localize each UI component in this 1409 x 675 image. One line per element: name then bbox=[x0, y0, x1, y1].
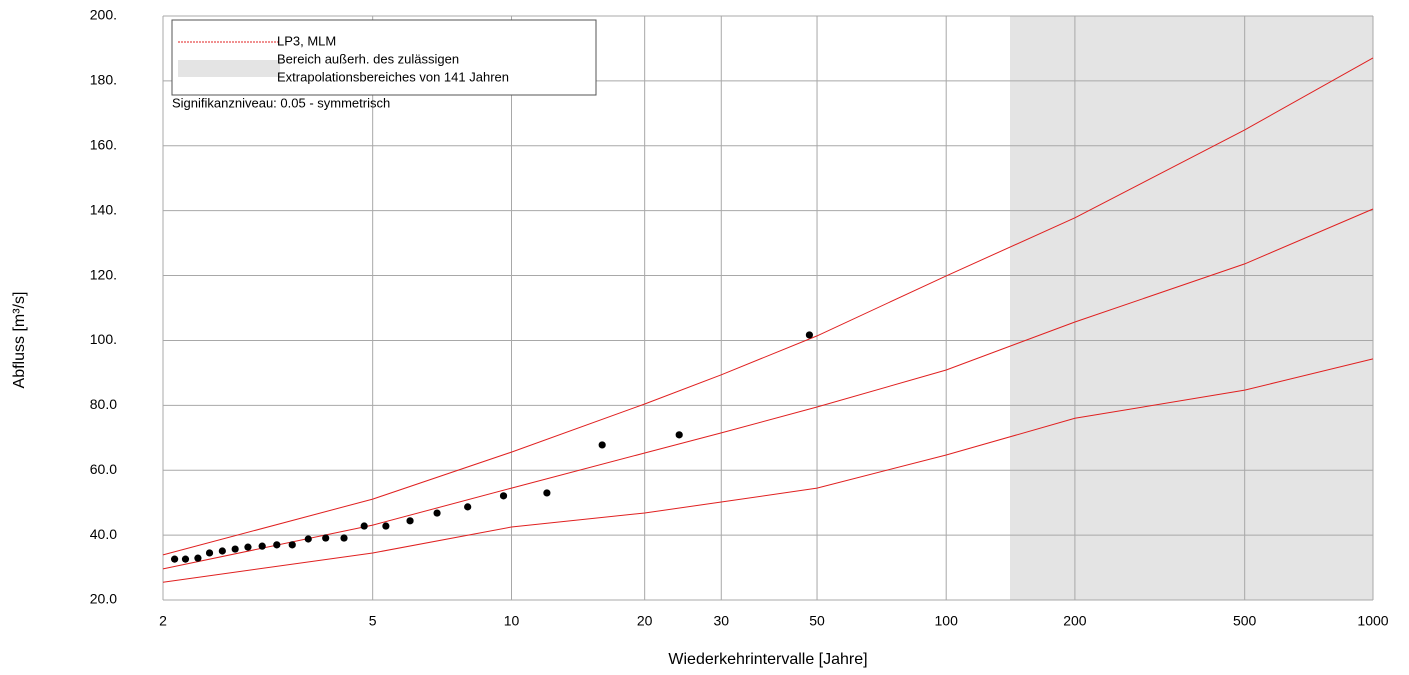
annotation: Signifikanzniveau: 0.05 - symmetrisch bbox=[172, 95, 390, 110]
y-tick-label: 200. bbox=[90, 7, 117, 23]
observation-point bbox=[675, 431, 683, 439]
observation-point bbox=[231, 545, 239, 553]
lower-confidence-line bbox=[162, 358, 1374, 583]
y-tick-label: 180. bbox=[90, 72, 117, 88]
x-tick-label: 30 bbox=[713, 613, 729, 629]
observation-point bbox=[288, 541, 296, 549]
observation-point bbox=[499, 492, 508, 500]
y-tick-label: 100. bbox=[90, 331, 117, 347]
observation-point bbox=[406, 517, 414, 525]
y-axis-label: Abfluss [m³/s] bbox=[11, 292, 28, 389]
x-tick-label: 5 bbox=[369, 613, 377, 629]
observation-point bbox=[805, 331, 814, 339]
observation-point bbox=[304, 535, 312, 543]
x-tick-label: 500 bbox=[1233, 613, 1257, 629]
observation-point bbox=[340, 534, 348, 542]
legend: LP3, MLM Bereich außerh. des zulässigen Ex… bbox=[171, 19, 597, 110]
observation-point bbox=[322, 534, 330, 542]
y-tick-label: 160. bbox=[90, 136, 117, 152]
observation-point bbox=[464, 503, 472, 511]
observation-point bbox=[218, 547, 226, 555]
legend-swatch bbox=[178, 60, 280, 77]
observation-point bbox=[181, 555, 190, 563]
legend-label: LP3, MLM bbox=[277, 33, 336, 48]
observation-point bbox=[194, 554, 202, 562]
x-tick-label: 10 bbox=[504, 613, 520, 629]
y-tick-label: 60.0 bbox=[90, 461, 117, 477]
observation-point bbox=[598, 441, 606, 449]
x-tick-label: 100 bbox=[935, 613, 959, 629]
observation-point bbox=[244, 543, 252, 551]
observation-point bbox=[543, 489, 551, 497]
x-tick-label: 2 bbox=[159, 613, 167, 629]
y-tick-label: 120. bbox=[90, 266, 117, 282]
observation-point bbox=[258, 542, 266, 550]
x-tick-label: 200 bbox=[1063, 613, 1087, 629]
x-axis-label: Wiederkehrintervalle [Jahre] bbox=[668, 651, 867, 668]
observation-point bbox=[433, 509, 441, 517]
observation-point bbox=[205, 549, 214, 557]
y-tick-label: 20.0 bbox=[90, 591, 117, 607]
observation-point bbox=[171, 555, 179, 563]
upper-confidence-line bbox=[162, 57, 1374, 556]
observation-point bbox=[382, 522, 390, 530]
legend-label: Extrapolationsbereiches von 141 Jahren bbox=[277, 69, 509, 84]
legend-box bbox=[171, 19, 597, 96]
plot-marks bbox=[162, 57, 1374, 583]
series-line bbox=[162, 208, 1374, 570]
y-tick-label: 140. bbox=[90, 201, 117, 217]
observation-point bbox=[360, 522, 368, 530]
observation-point bbox=[273, 541, 281, 549]
legend-label: Bereich außerh. des zulässigen bbox=[277, 51, 459, 66]
x-tick-label: 20 bbox=[637, 613, 653, 629]
extrapolation-region bbox=[1010, 16, 1373, 600]
x-tick-label: 1000 bbox=[1357, 613, 1388, 629]
plot-background: 20.0 40.0 60.0 80.0 100. 120. 140. 160. 180. 200.… bbox=[90, 7, 1389, 629]
y-tick-label: 40.0 bbox=[90, 526, 117, 542]
x-tick-label: 50 bbox=[809, 613, 825, 629]
y-tick-label: 80.0 bbox=[90, 396, 117, 412]
